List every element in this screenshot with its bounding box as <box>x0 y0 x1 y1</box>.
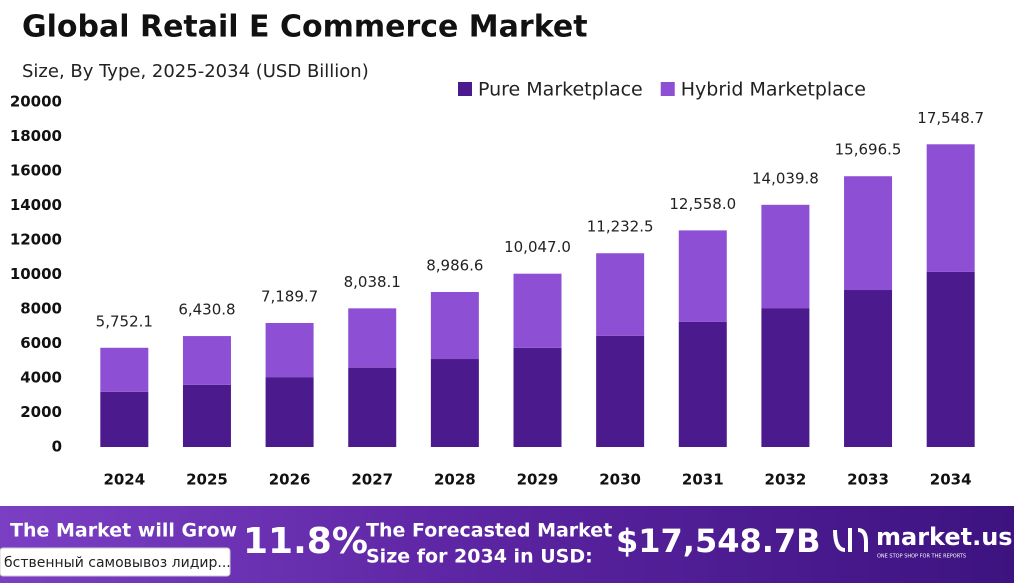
y-tick-label: 10000 <box>10 265 62 283</box>
bar-segment <box>513 273 562 348</box>
banner-cagr: 11.8% <box>243 521 368 562</box>
x-tick-label: 2028 <box>434 471 476 489</box>
total-label: 10,047.0 <box>504 238 571 256</box>
total-label: 6,430.8 <box>178 301 235 319</box>
y-tick-label: 0 <box>52 438 62 456</box>
tooltip-text: бственный самовывоз лидир... <box>4 555 231 571</box>
bar-segment <box>596 253 645 336</box>
bar-segment <box>513 347 562 447</box>
bar-segment <box>926 271 975 447</box>
bar-segment <box>265 322 314 378</box>
total-label: 17,548.7 <box>917 109 984 127</box>
x-tick-label: 2032 <box>765 471 807 489</box>
bar-segment <box>430 359 479 447</box>
total-label: 15,696.5 <box>835 141 902 159</box>
total-label: 14,039.8 <box>752 169 819 187</box>
y-tick-label: 8000 <box>20 300 62 318</box>
x-tick-label: 2025 <box>186 471 228 489</box>
brand-icon <box>833 528 868 552</box>
x-tick-label: 2027 <box>351 471 393 489</box>
x-tick-label: 2031 <box>682 471 724 489</box>
y-tick-label: 6000 <box>20 334 62 352</box>
x-tick-label: 2026 <box>269 471 311 489</box>
y-tick-label: 12000 <box>10 231 62 249</box>
bar-segment <box>678 321 727 447</box>
brand: market.us <box>876 523 1013 551</box>
total-label: 5,752.1 <box>96 312 153 330</box>
total-label: 11,232.5 <box>587 218 654 236</box>
y-tick-label: 18000 <box>10 127 62 145</box>
legend-label: Pure Marketplace <box>478 79 643 101</box>
bar-segment <box>761 204 810 309</box>
chart-subtitle: Size, By Type, 2025-2034 (USD Billion) <box>22 61 369 82</box>
bar-segment <box>348 367 397 447</box>
banner-value: $17,548.7B <box>616 522 821 560</box>
bar-segment <box>182 336 231 385</box>
banner-forecast-1: The Forecasted Market <box>366 520 612 542</box>
x-tick-label: 2034 <box>930 471 972 489</box>
bar-segment <box>596 335 645 447</box>
y-tick-label: 16000 <box>10 162 62 180</box>
brand-tagline: ONE STOP SHOP FOR THE REPORTS <box>877 554 966 560</box>
x-tick-label: 2030 <box>599 471 641 489</box>
bar-segment <box>678 230 727 322</box>
total-label: 12,558.0 <box>669 195 736 213</box>
legend-swatch <box>458 82 472 96</box>
bar-segment <box>100 391 149 447</box>
x-tick-label: 2029 <box>517 471 559 489</box>
bar-segment <box>265 377 314 447</box>
legend-swatch <box>660 82 675 96</box>
bar-segment <box>926 144 975 272</box>
bar-segment <box>430 291 479 360</box>
y-tick-label: 4000 <box>20 369 62 387</box>
banner-forecast-2: Size for 2034 in USD: <box>366 546 593 568</box>
legend-label: Hybrid Marketplace <box>681 79 866 101</box>
total-label: 8,038.1 <box>344 273 401 291</box>
bar-segment <box>844 290 893 447</box>
total-label: 7,189.7 <box>261 287 318 305</box>
chart-title: Global Retail E Commerce Market <box>22 10 588 45</box>
bar-segment <box>100 347 149 392</box>
total-label: 8,986.6 <box>426 256 483 274</box>
bar-segment <box>844 176 893 291</box>
tooltip <box>0 547 231 577</box>
x-tick-label: 2024 <box>103 471 145 489</box>
y-tick-label: 2000 <box>20 403 62 421</box>
x-tick-label: 2033 <box>847 471 889 489</box>
bar-segment <box>182 384 231 447</box>
bar-segment <box>348 308 397 368</box>
y-tick-label: 20000 <box>10 93 62 111</box>
banner-grow: The Market will Grow <box>10 520 237 542</box>
bar-segment <box>761 308 810 447</box>
y-tick-label: 14000 <box>10 196 62 214</box>
